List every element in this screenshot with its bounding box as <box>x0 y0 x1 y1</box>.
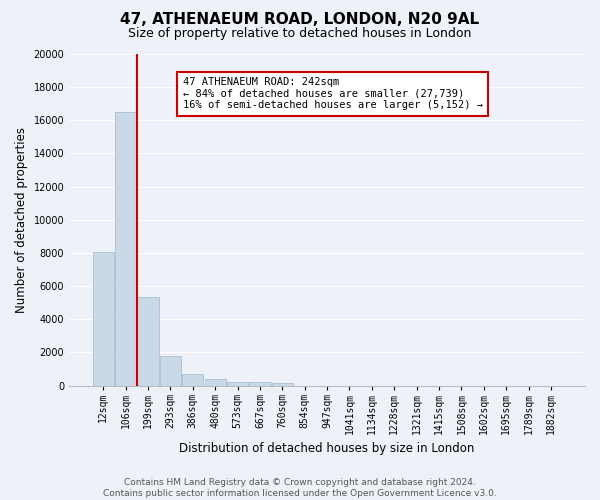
Bar <box>249 382 271 386</box>
Bar <box>182 374 203 386</box>
Text: Size of property relative to detached houses in London: Size of property relative to detached ho… <box>128 28 472 40</box>
Bar <box>92 252 114 386</box>
Bar <box>115 112 136 386</box>
Bar <box>205 380 226 386</box>
Text: 47 ATHENAEUM ROAD: 242sqm
← 84% of detached houses are smaller (27,739)
16% of s: 47 ATHENAEUM ROAD: 242sqm ← 84% of detac… <box>182 77 482 110</box>
Text: Contains HM Land Registry data © Crown copyright and database right 2024.
Contai: Contains HM Land Registry data © Crown c… <box>103 478 497 498</box>
Text: 47, ATHENAEUM ROAD, LONDON, N20 9AL: 47, ATHENAEUM ROAD, LONDON, N20 9AL <box>121 12 479 28</box>
Bar <box>227 382 248 386</box>
Bar <box>137 297 158 386</box>
X-axis label: Distribution of detached houses by size in London: Distribution of detached houses by size … <box>179 442 475 455</box>
Bar <box>272 384 293 386</box>
Bar <box>160 356 181 386</box>
Y-axis label: Number of detached properties: Number of detached properties <box>15 127 28 313</box>
